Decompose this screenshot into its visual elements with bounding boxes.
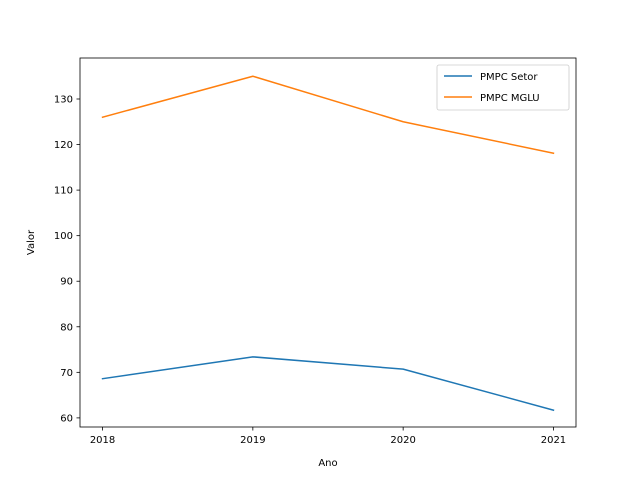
legend-label-pmpc-mglu: PMPC MGLU [480, 93, 540, 104]
x-tick-label: 2018 [90, 435, 115, 446]
y-tick-label: 60 [60, 413, 73, 424]
x-axis: 2018 2019 2020 2021 [90, 427, 566, 446]
y-tick-label: 110 [54, 186, 73, 197]
y-tick-label: 70 [60, 368, 73, 379]
series-line-pmpc-mglu [101, 75, 555, 155]
y-tick-label: 90 [60, 277, 73, 288]
y-tick-label: 100 [54, 231, 73, 242]
y-axis-title: Valor [26, 229, 37, 255]
series-layer [101, 75, 555, 412]
y-tick-label: 120 [54, 140, 73, 151]
series-line-pmpc-setor [101, 356, 555, 412]
plot-frame [79, 57, 577, 428]
x-tick-label: 2021 [541, 435, 566, 446]
x-axis-title: Ano [318, 458, 337, 469]
y-tick-label: 80 [60, 322, 73, 333]
y-axis: 60 70 80 90 100 110 120 130 [54, 95, 80, 424]
y-tick-label: 130 [54, 95, 73, 106]
legend-label-pmpc-setor: PMPC Setor [480, 72, 538, 83]
x-tick-label: 2019 [240, 435, 265, 446]
legend: PMPC Setor PMPC MGLU [436, 64, 570, 111]
x-tick-label: 2020 [390, 435, 415, 446]
